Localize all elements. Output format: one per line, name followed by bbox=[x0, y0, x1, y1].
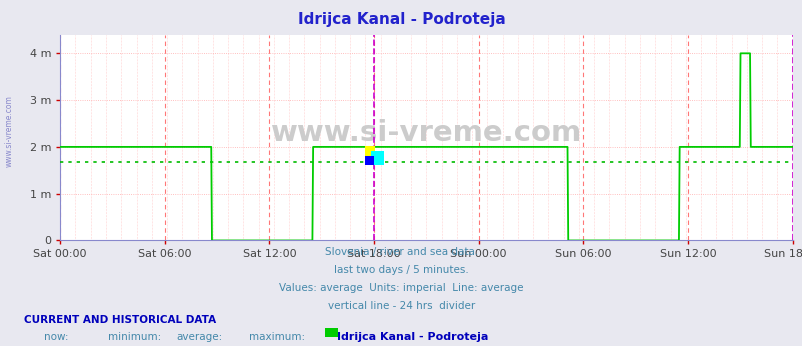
Text: Values: average  Units: imperial  Line: average: Values: average Units: imperial Line: av… bbox=[279, 283, 523, 293]
Text: Idrijca Kanal - Podroteja: Idrijca Kanal - Podroteja bbox=[298, 12, 504, 27]
Text: Slovenia / river and sea data.: Slovenia / river and sea data. bbox=[325, 247, 477, 257]
Text: CURRENT AND HISTORICAL DATA: CURRENT AND HISTORICAL DATA bbox=[24, 315, 216, 325]
Text: www.si-vreme.com: www.si-vreme.com bbox=[270, 119, 581, 147]
Text: minimum:: minimum: bbox=[108, 332, 161, 342]
Bar bbox=[371, 151, 383, 165]
Text: last two days / 5 minutes.: last two days / 5 minutes. bbox=[334, 265, 468, 275]
Text: Idrijca Kanal - Podroteja: Idrijca Kanal - Podroteja bbox=[337, 332, 488, 342]
Text: average:: average: bbox=[176, 332, 223, 342]
Text: www.si-vreme.com: www.si-vreme.com bbox=[5, 95, 14, 167]
Bar bbox=[365, 146, 375, 156]
Bar bbox=[365, 156, 374, 165]
Text: maximum:: maximum: bbox=[249, 332, 305, 342]
Text: vertical line - 24 hrs  divider: vertical line - 24 hrs divider bbox=[327, 301, 475, 311]
Text: now:: now: bbox=[44, 332, 69, 342]
